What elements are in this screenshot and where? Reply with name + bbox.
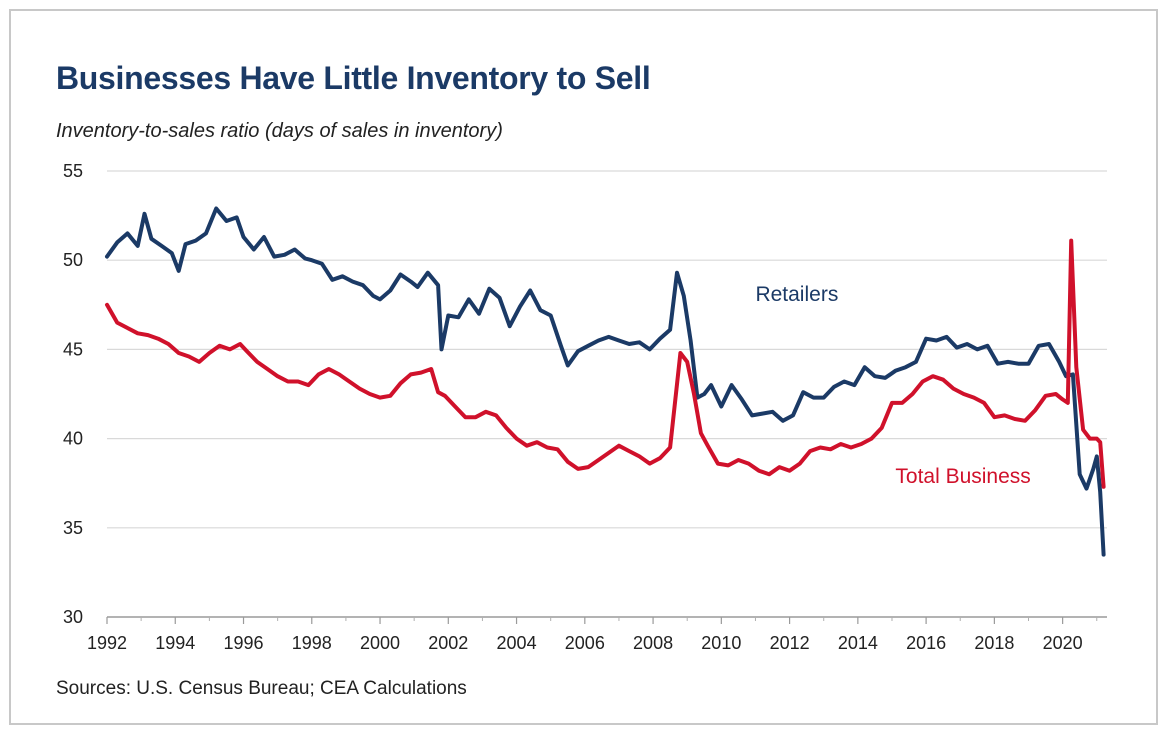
- gridlines: [107, 170, 1107, 529]
- x-tick-label-2004: 2004: [497, 633, 537, 653]
- source-note: Sources: U.S. Census Bureau; CEA Calcula…: [56, 678, 467, 699]
- series-label-retailers: Retailers: [755, 283, 838, 306]
- x-tick-label-2016: 2016: [906, 633, 946, 653]
- y-tick-label-45: 45: [63, 339, 83, 359]
- y-tick-label-35: 35: [63, 518, 83, 538]
- y-tick-label-50: 50: [63, 250, 83, 270]
- chart-title: Businesses Have Little Inventory to Sell: [56, 60, 651, 96]
- x-tick-label-2018: 2018: [974, 633, 1014, 653]
- series-labels: Retailers Total Business: [755, 283, 1030, 488]
- x-tick-label-2014: 2014: [838, 633, 878, 653]
- series-line-total-business: [105, 238, 1106, 489]
- x-tick-label-1996: 1996: [223, 633, 263, 653]
- y-tick-label-55: 55: [63, 161, 83, 181]
- x-tick-label-2010: 2010: [701, 633, 741, 653]
- x-tick-label-2006: 2006: [565, 633, 605, 653]
- x-tick-label-1992: 1992: [87, 633, 127, 653]
- chart-subtitle: Inventory-to-sales ratio (days of sales …: [56, 120, 503, 142]
- series-label-total-business: Total Business: [895, 465, 1030, 488]
- x-tick-label-2012: 2012: [770, 633, 810, 653]
- x-tick-label-2020: 2020: [1043, 633, 1083, 653]
- x-tick-label-2000: 2000: [360, 633, 400, 653]
- x-tick-label-1994: 1994: [155, 633, 195, 653]
- x-tick-label-1998: 1998: [292, 633, 332, 653]
- series-lines: [105, 206, 1106, 557]
- y-tick-label-40: 40: [63, 429, 83, 449]
- series-line-retailers: [105, 206, 1106, 557]
- x-tick-label-2008: 2008: [633, 633, 673, 653]
- chart-frame: [9, 9, 1158, 725]
- x-tick-label-2002: 2002: [428, 633, 468, 653]
- y-tick-label-30: 30: [63, 607, 83, 627]
- axes: 30 35 40 45 50 55 1992 1994 1996 1998 2000 2002 2004…: [63, 161, 1107, 653]
